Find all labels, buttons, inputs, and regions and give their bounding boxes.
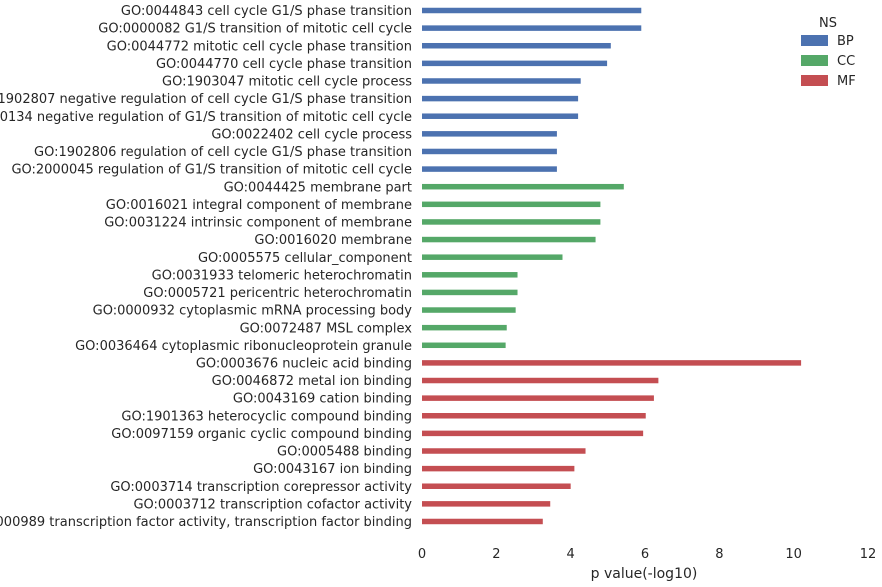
- bar: [422, 413, 646, 419]
- legend-label: CC: [837, 54, 855, 69]
- category-label: GO:0016021 integral component of membran…: [106, 198, 412, 213]
- bar: [422, 201, 601, 208]
- category-label: GO:2000134 negative regulation of G1/S t…: [0, 110, 412, 125]
- x-axis-ticks: 0 2 4 6 8 10 12: [418, 547, 876, 562]
- bar: [422, 342, 506, 349]
- category-label: GO:0044770 cell cycle phase transition: [156, 57, 412, 72]
- category-label: GO:0000082 G1/S transition of mitotic ce…: [98, 22, 412, 37]
- legend-swatch: [801, 75, 828, 86]
- x-tick-label: 4: [567, 547, 575, 562]
- category-labels: GO:0044843 cell cycle G1/S phase transit…: [0, 4, 412, 530]
- bar: [422, 430, 644, 437]
- bar: [422, 219, 601, 225]
- category-label: GO:0036464 cytoplasmic ribonucleoprotein…: [75, 339, 412, 354]
- legend-label: BP: [837, 34, 854, 49]
- category-label: GO:0031933 telomeric heterochromatin: [152, 268, 412, 283]
- category-label: GO:1903047 mitotic cell cycle process: [162, 75, 412, 90]
- category-label: GO:0005575 cellular_component: [198, 251, 412, 266]
- category-label: GO:0003712 transcription cofactor activi…: [133, 497, 412, 512]
- category-label: GO:1902807 negative regulation of cell c…: [0, 92, 412, 107]
- category-label: GO:0043169 cation binding: [233, 392, 412, 407]
- category-label: GO:0003714 transcription corepressor act…: [110, 480, 412, 495]
- bars-layer: [422, 7, 802, 525]
- bar: [422, 236, 596, 243]
- category-label: GO:0005488 binding: [277, 445, 412, 460]
- bar: [422, 289, 518, 296]
- bar: [422, 360, 802, 366]
- bar: [422, 307, 516, 313]
- category-label: GO:0016020 membrane: [254, 233, 412, 248]
- x-axis-title: p value(-log10): [591, 566, 698, 582]
- bar: [422, 377, 659, 384]
- category-label: GO:0043167 ion binding: [253, 462, 412, 477]
- category-label: GO:0046872 metal ion binding: [212, 374, 412, 389]
- bar: [422, 60, 608, 67]
- category-label: GO:0000989 transcription factor activity…: [0, 515, 412, 530]
- category-label: GO:0097159 organic cyclic compound bindi…: [111, 427, 412, 442]
- bar: [422, 78, 581, 84]
- category-label: GO:0005721 pericentric heterochromatin: [143, 286, 412, 301]
- bar: [422, 518, 543, 525]
- bar: [422, 483, 571, 489]
- bar: [422, 166, 557, 172]
- legend-swatch: [801, 35, 828, 46]
- bar: [422, 148, 557, 155]
- legend-label: MF: [837, 74, 856, 89]
- legend-entries: BP CC MF: [801, 34, 856, 89]
- bar: [422, 448, 586, 454]
- category-label: GO:0072487 MSL complex: [240, 321, 413, 336]
- category-label: GO:0044843 cell cycle G1/S phase transit…: [121, 4, 412, 19]
- bar: [422, 254, 563, 260]
- bar: [422, 131, 557, 137]
- category-label: GO:0031224 intrinsic component of membra…: [104, 216, 412, 231]
- x-tick-label: 10: [785, 547, 802, 562]
- x-tick-label: 0: [418, 547, 426, 562]
- x-tick-label: 2: [492, 547, 500, 562]
- category-label: GO:0044425 membrane part: [224, 180, 412, 195]
- legend: NS BP CC MF: [801, 16, 856, 89]
- bar: [422, 42, 611, 49]
- legend-swatch: [801, 55, 828, 66]
- bar: [422, 501, 551, 507]
- bar: [422, 395, 654, 401]
- category-label: GO:0003676 nucleic acid binding: [196, 357, 412, 372]
- category-label: GO:2000045 regulation of G1/S transition…: [11, 163, 412, 178]
- bar: [422, 25, 642, 31]
- bar: [422, 465, 575, 472]
- category-label: GO:1902806 regulation of cell cycle G1/S…: [34, 145, 412, 160]
- legend-title: NS: [819, 16, 837, 31]
- x-tick-label: 6: [641, 547, 649, 562]
- x-tick-label: 8: [715, 547, 723, 562]
- bar: [422, 272, 518, 278]
- category-label: GO:0044772 mitotic cell cycle phase tran…: [107, 39, 412, 54]
- x-tick-label: 12: [860, 547, 877, 562]
- bar: [422, 113, 579, 119]
- bar: [422, 324, 507, 331]
- bar: [422, 183, 624, 190]
- bar: [422, 95, 579, 102]
- category-label: GO:0000932 cytoplasmic mRNA processing b…: [93, 304, 413, 319]
- category-label: GO:1901363 heterocyclic compound binding: [121, 409, 412, 424]
- bar: [422, 7, 642, 14]
- category-label: GO:0022402 cell cycle process: [211, 127, 412, 142]
